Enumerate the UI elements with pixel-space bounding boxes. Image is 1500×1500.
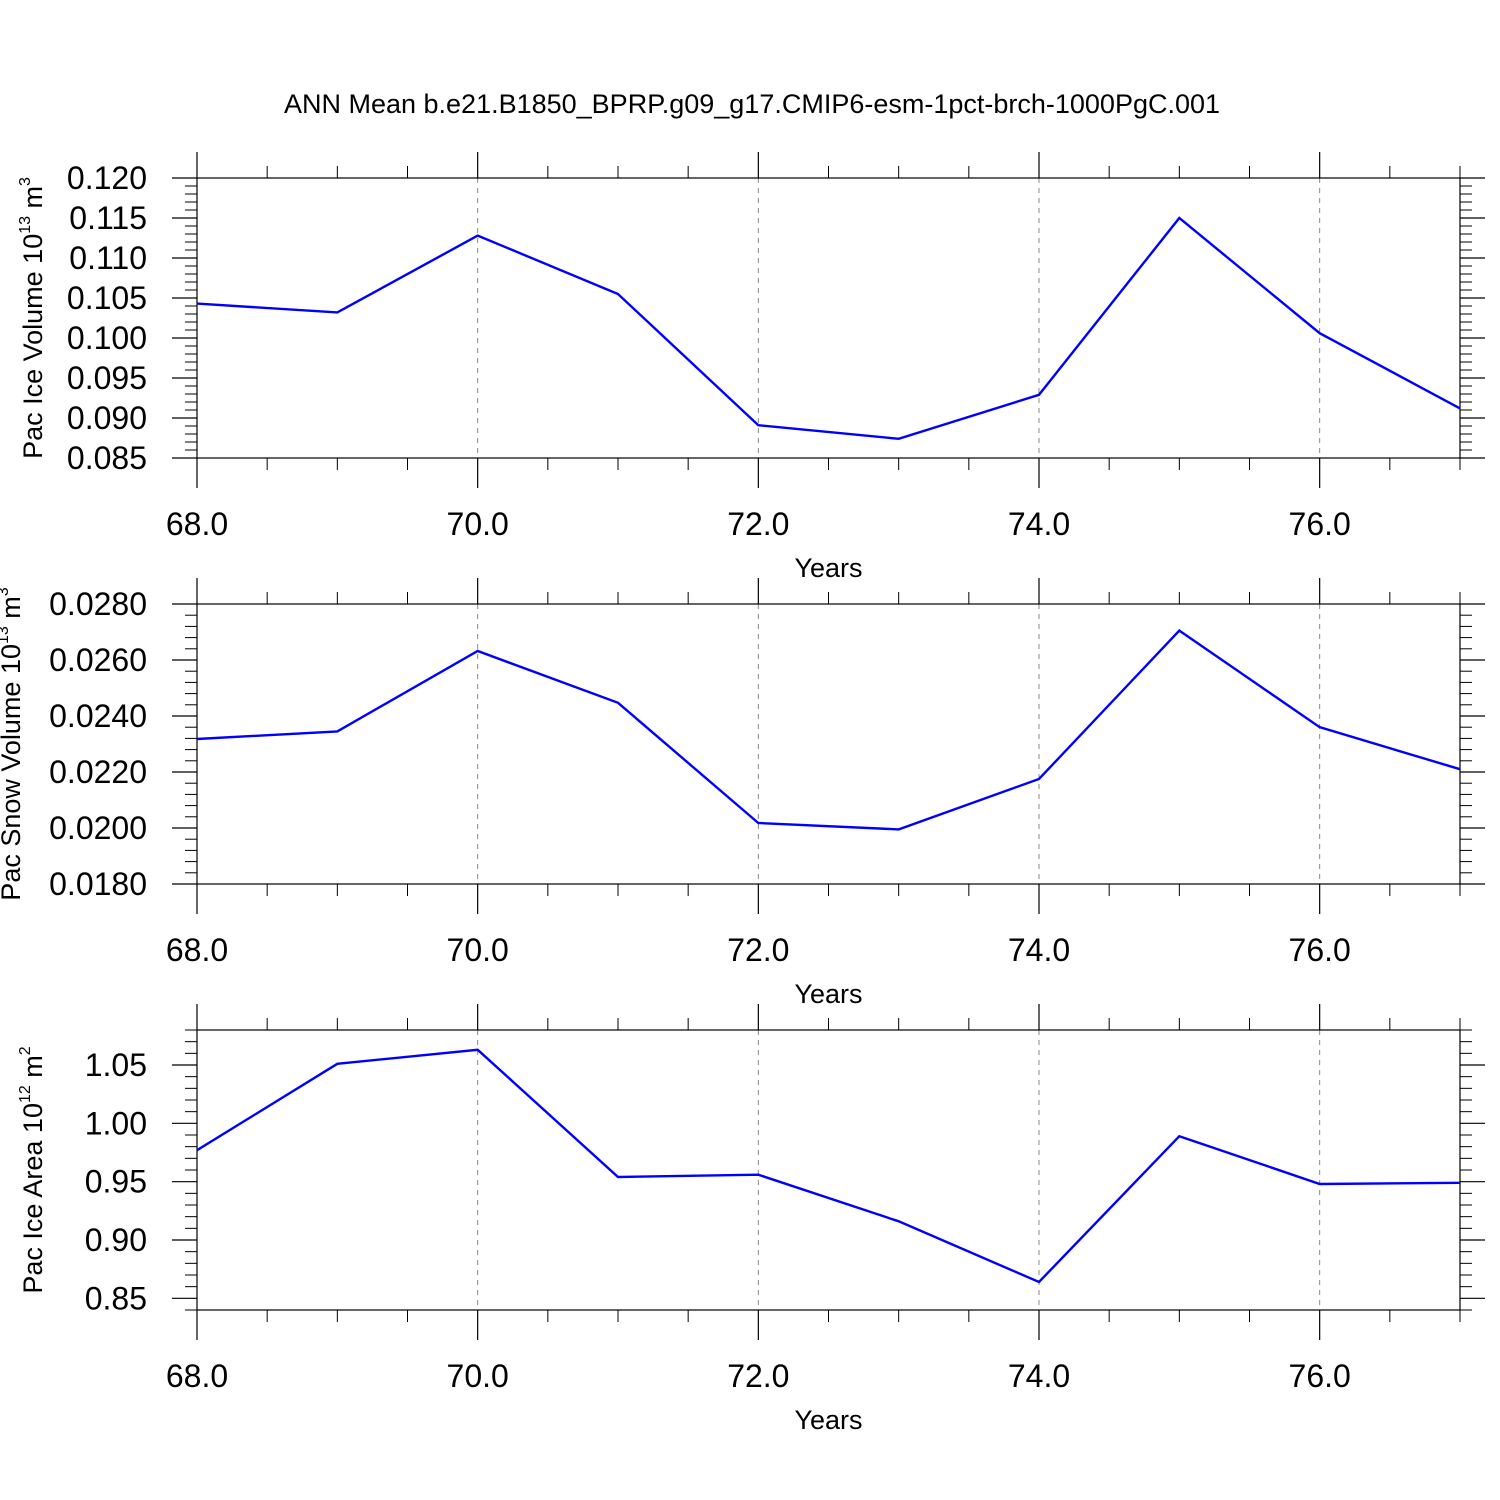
y-tick-label: 1.05 [85,1047,147,1083]
y-tick-label: 0.095 [67,360,147,396]
x-tick-label: 68.0 [166,932,228,968]
y-tick-label: 1.00 [85,1105,147,1141]
panels: 68.0 70.0 72.0 74.0 76.0 0.085 0.090 0.095 0.100… [0,152,1485,1435]
series-line [196,216,1461,441]
y-tick-label: 0.120 [67,160,147,196]
panel-3: 68.0 70.0 72.0 74.0 76.0 0.85 0.90 0.95 1.00 1.05… [17,1004,1485,1435]
y-tick-label: 0.85 [85,1280,147,1316]
x-tick-label: 72.0 [727,1358,789,1394]
y-tick-label: 0.0280 [49,586,147,622]
y-tick-label: 0.090 [67,400,147,436]
y-tick-label: 0.085 [67,440,147,476]
plot-frame [196,177,1461,459]
x-axis-title: Years [794,979,862,1009]
y-tick-label: 0.0220 [49,754,147,790]
x-tick-label: 74.0 [1008,506,1070,542]
y-tick-label: 0.0180 [49,866,147,902]
y-tick-label: 0.0260 [49,642,147,678]
x-tick-label: 76.0 [1289,1358,1351,1394]
x-tick-label: 68.0 [166,1358,228,1394]
x-tick-label: 68.0 [166,506,228,542]
panel-2: 68.0 70.0 72.0 74.0 76.0 0.0180 0.0200 0.0220 0.… [0,578,1485,1009]
x-axis-title: Years [794,1405,862,1435]
y-axis-title: Pac Ice Area 1012 m2 [17,1046,48,1293]
panel-1: 68.0 70.0 72.0 74.0 76.0 0.085 0.090 0.095 0.100… [17,152,1485,583]
series-line [196,1048,1461,1284]
x-axis-title: Years [794,553,862,583]
y-tick-label: 0.105 [67,280,147,316]
y-axis-title: Pac Snow Volume 1013 m3 [0,587,26,900]
x-tick-label: 76.0 [1289,506,1351,542]
x-tick-label: 70.0 [447,1358,509,1394]
y-tick-label: 0.110 [69,240,147,276]
x-tick-label: 70.0 [447,506,509,542]
y-tick-label: 0.100 [67,320,147,356]
series-line [196,629,1461,831]
plot-frame [196,1029,1461,1311]
plot-frame [196,603,1461,885]
y-tick-label: 0.95 [85,1164,147,1200]
x-tick-label: 74.0 [1008,1358,1070,1394]
y-tick-label: 0.115 [69,200,147,236]
x-tick-label: 72.0 [727,506,789,542]
x-tick-label: 76.0 [1289,932,1351,968]
x-tick-label: 72.0 [727,932,789,968]
x-tick-label: 70.0 [447,932,509,968]
x-tick-label: 74.0 [1008,932,1070,968]
y-tick-label: 0.0240 [49,698,147,734]
y-axis-title: Pac Ice Volume 1013 m3 [17,177,48,459]
y-tick-label: 0.0200 [49,810,147,846]
figure-title: ANN Mean b.e21.B1850_BPRP.g09_g17.CMIP6-… [284,89,1220,119]
y-tick-label: 0.90 [85,1222,147,1258]
